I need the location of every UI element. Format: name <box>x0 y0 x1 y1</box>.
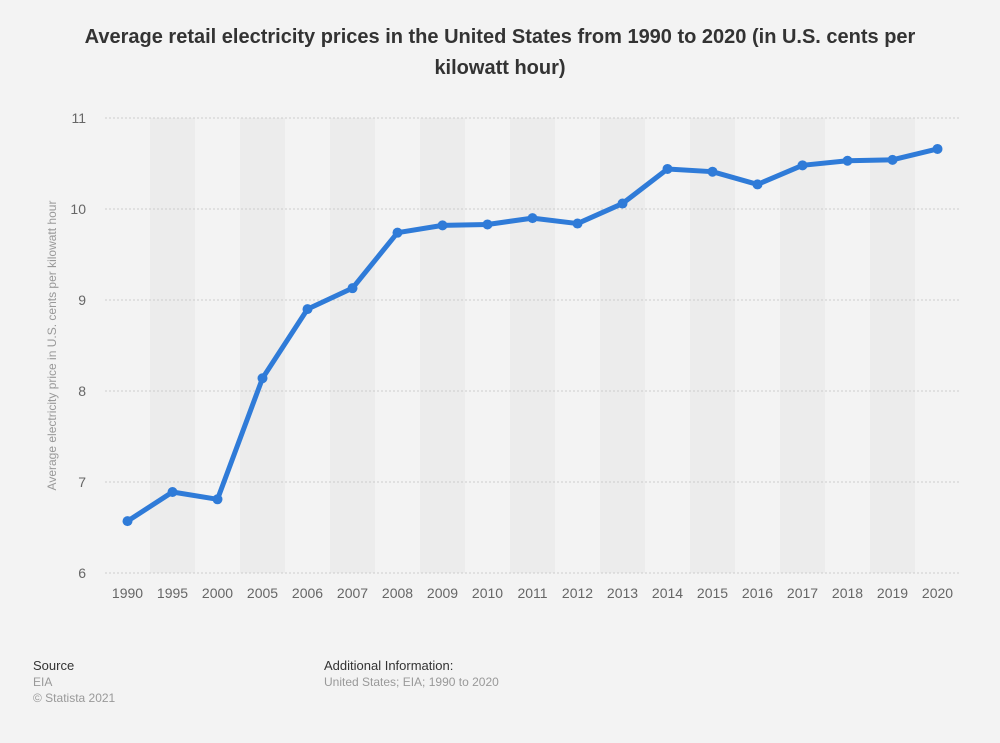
x-tick-label: 2008 <box>382 585 413 601</box>
y-axis-label: Average electricity price in U.S. cents … <box>45 201 59 491</box>
data-points <box>122 143 943 527</box>
x-tick-label: 1995 <box>157 585 188 601</box>
data-point[interactable] <box>212 494 223 505</box>
y-axis-ticks: 6 7 8 9 10 11 <box>70 110 86 581</box>
x-tick-label: 2016 <box>742 585 773 601</box>
data-point[interactable] <box>482 219 493 230</box>
column-band <box>330 118 375 573</box>
y-tick-label: 11 <box>71 110 86 126</box>
column-band <box>420 118 465 573</box>
source-value[interactable]: EIA <box>33 675 53 689</box>
data-point[interactable] <box>347 283 358 294</box>
x-tick-label: 2017 <box>787 585 818 601</box>
x-tick-label: 2011 <box>517 585 547 601</box>
data-point[interactable] <box>527 213 538 224</box>
info-heading: Additional Information: <box>324 658 454 673</box>
column-band <box>600 118 645 573</box>
column-band <box>240 118 285 573</box>
data-point[interactable] <box>662 163 673 174</box>
gridlines <box>105 117 960 574</box>
column-band <box>150 118 195 573</box>
data-point[interactable] <box>257 373 268 384</box>
data-point[interactable] <box>437 220 448 231</box>
x-tick-label: 1990 <box>112 585 143 601</box>
data-point[interactable] <box>122 516 133 527</box>
data-point[interactable] <box>392 227 403 238</box>
info-value: United States; EIA; 1990 to 2020 <box>324 675 499 689</box>
data-point[interactable] <box>752 179 763 190</box>
data-point[interactable] <box>617 198 628 209</box>
x-tick-label: 2010 <box>472 585 503 601</box>
source-heading: Source <box>33 658 75 673</box>
data-point[interactable] <box>887 154 898 165</box>
y-tick-label: 7 <box>78 474 86 490</box>
column-band <box>780 118 825 573</box>
x-tick-label: 2009 <box>427 585 458 601</box>
data-point[interactable] <box>572 218 583 229</box>
x-tick-label: 2005 <box>247 585 278 601</box>
y-tick-label: 8 <box>78 383 86 399</box>
copyright: © Statista 2021 <box>33 691 116 705</box>
y-tick-label: 10 <box>70 201 86 217</box>
data-point[interactable] <box>167 487 178 498</box>
data-point[interactable] <box>707 166 718 177</box>
data-point[interactable] <box>302 304 313 315</box>
data-point[interactable] <box>932 143 943 154</box>
x-tick-label: 2019 <box>877 585 908 601</box>
data-point[interactable] <box>797 160 808 171</box>
column-band <box>510 118 555 573</box>
x-tick-label: 2020 <box>922 585 953 601</box>
x-tick-label: 2013 <box>607 585 638 601</box>
data-point[interactable] <box>842 155 853 166</box>
source-block: Source EIA © Statista 2021 <box>33 658 115 706</box>
column-band <box>870 118 915 573</box>
additional-info-block: Additional Information: United States; E… <box>324 658 499 690</box>
x-tick-label: 2012 <box>562 585 593 601</box>
y-tick-label: 6 <box>78 565 86 581</box>
y-tick-label: 9 <box>78 292 86 308</box>
x-tick-label: 2007 <box>337 585 368 601</box>
x-tick-label: 2006 <box>292 585 323 601</box>
x-axis-ticks: 1990 1995 2000 2005 2006 2007 2008 2009 2010 2011… <box>112 585 953 601</box>
x-tick-label: 2018 <box>832 585 863 601</box>
chart-title: Average retail electricity prices in the… <box>84 26 916 79</box>
x-tick-label: 2015 <box>697 585 728 601</box>
x-tick-label: 2014 <box>652 585 683 601</box>
column-bands <box>150 118 915 573</box>
x-tick-label: 2000 <box>202 585 233 601</box>
column-band <box>690 118 735 573</box>
